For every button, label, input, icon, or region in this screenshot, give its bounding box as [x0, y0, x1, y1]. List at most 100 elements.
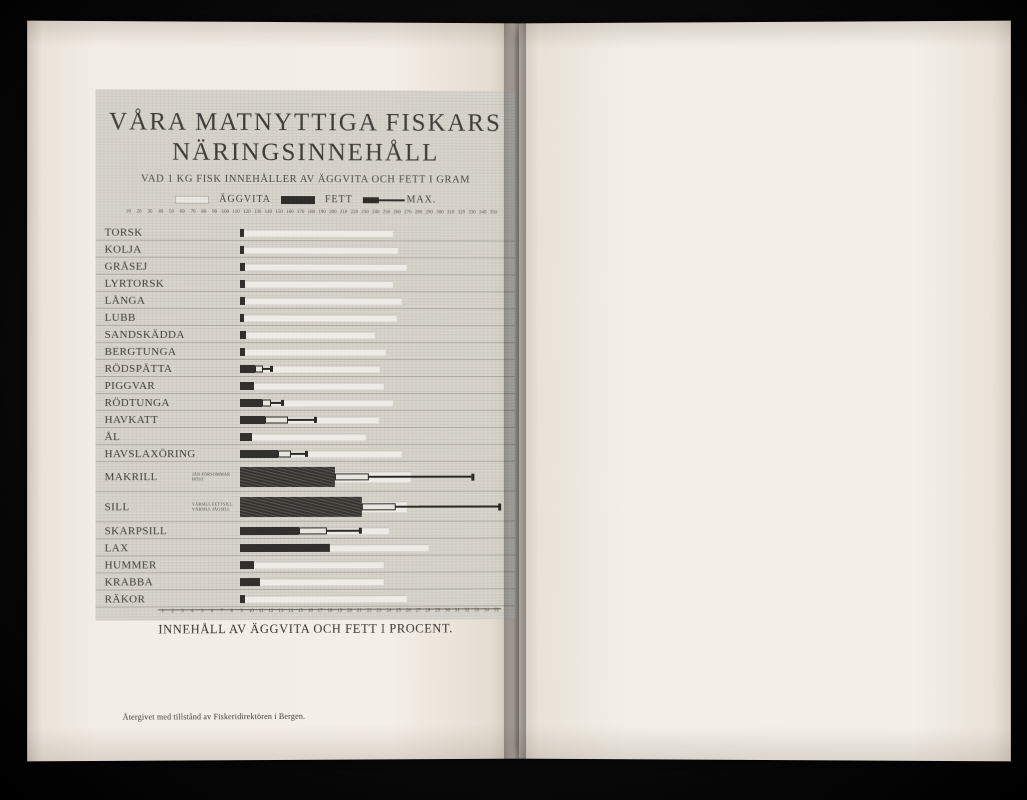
x-axis-tick: 4 [191, 609, 194, 615]
x-axis-tick: 29 [435, 608, 441, 614]
bar-protein [239, 330, 375, 339]
chart-row: ÅL [95, 428, 516, 446]
x-axis-tick: 19 [337, 608, 343, 614]
bar-fat [239, 496, 362, 518]
bar-fat [239, 577, 260, 586]
legend-swatch-max [363, 196, 397, 204]
x-axis-tick: 18 [327, 608, 333, 614]
chart-row: MAKRILL JÄN FÖRSOMMAR HÖST [95, 462, 516, 493]
chart-row: BERGTUNGA [95, 343, 516, 361]
top-scale-tick: 80 [201, 209, 207, 215]
chart-row-track [192, 360, 505, 377]
chart-row-label: RÖDTUNGA [104, 396, 170, 409]
legend-label-max: MAX. [406, 194, 437, 206]
bar-max-whisker [288, 418, 317, 421]
x-axis-tick: 34 [484, 608, 490, 614]
chart-row-label: SILL [104, 501, 130, 514]
bar-max-box [255, 364, 263, 372]
x-axis-tick: 7 [220, 609, 224, 615]
chart-row-track [192, 377, 505, 394]
x-axis-tick: 23 [376, 608, 382, 614]
chart-axis-caption: INNEHÅLL AV ÄGGVITA OCH FETT I PROCENT. [158, 621, 453, 637]
x-axis-tick: 17 [317, 608, 323, 614]
bar-fat [239, 398, 262, 407]
top-scale-tick: 110 [232, 209, 240, 215]
x-axis-tick: 5 [200, 609, 204, 615]
x-axis-tick: 20 [347, 608, 353, 614]
top-scale-tick: 60 [179, 209, 185, 215]
x-axis-tick: 13 [278, 608, 284, 614]
chart-row: TORSK [95, 224, 516, 242]
chart-row: LAX [95, 538, 516, 557]
open-book: VÅRA MATNYTTIGA FISKARS NÄRINGSINNEHÅLL … [18, 20, 1011, 762]
top-scale-tick: 70 [190, 209, 196, 215]
top-scale-tick: 350 [489, 210, 498, 216]
chart-row-label: GRÅSEJ [104, 260, 148, 273]
page-fold-top-left [27, 20, 520, 50]
bar-fat [239, 262, 246, 271]
top-scale-tick: 140 [264, 209, 273, 215]
chart-legend: ÄGGVITA FETT MAX. [96, 193, 516, 205]
chart-row: GRÅSEJ [95, 258, 516, 276]
bar-fat [239, 347, 245, 356]
chart-row-track [192, 275, 505, 292]
bar-fat [239, 228, 244, 237]
x-axis-tick: 16 [307, 608, 313, 614]
chart-row-label: HUMMER [104, 558, 157, 571]
chart-subtitle: VAD 1 KG FISK INNEHÅLLER AV ÄGGVITA OCH … [141, 173, 471, 186]
top-scale-tick: 300 [436, 210, 444, 216]
top-scale-tick: 190 [318, 210, 326, 216]
chart-row: PIGGVAR [95, 377, 516, 395]
bar-fat [239, 594, 246, 603]
chart-row-label: LYRTORSK [104, 277, 165, 290]
chart-row: RÖDSPÄTTA [95, 360, 516, 378]
x-axis-tick: 24 [386, 608, 392, 614]
legend-swatch-protein [175, 195, 210, 204]
bar-protein [239, 594, 407, 603]
chart-row: KRABBA [95, 572, 516, 591]
chart-row-label: HAVSLAXÖRING [104, 447, 196, 460]
bar-protein [239, 560, 384, 569]
page-fold-bottom-left [27, 724, 520, 762]
x-axis-tick: 14 [288, 608, 294, 614]
top-scale-tick: 130 [253, 209, 262, 215]
top-scale-tick: 10 [125, 209, 131, 215]
chart-row-track [192, 428, 505, 445]
chart-row-track [192, 309, 505, 326]
chart-top-scale: 10 20 30 40 50 60 70 80 90 100 110 120 130 140 150 160 1… [110, 210, 502, 222]
chart-row-track [192, 538, 505, 556]
chart-row-label: SANDSKÄDDA [104, 328, 185, 341]
chart-row-track [192, 462, 505, 492]
bar-max-box [261, 399, 272, 407]
chart-row-label: KOLJA [104, 243, 142, 256]
bar-fat [239, 296, 246, 305]
bar-max-whisker [271, 401, 284, 404]
bar-fat [239, 313, 244, 322]
chart-row: LUBB [95, 309, 516, 327]
chart-row-track [192, 292, 505, 309]
legend-label-fat: FETT [324, 194, 353, 206]
x-axis-tick: 27 [415, 608, 421, 614]
bar-protein [239, 245, 398, 254]
chart-row: SKARPSILL [95, 522, 516, 540]
bar-fat [239, 560, 255, 569]
chart-row-label: ÅL [104, 430, 121, 443]
x-axis-tick: 10 [248, 609, 254, 615]
bar-protein [239, 228, 393, 237]
top-scale-tick: 330 [468, 210, 476, 216]
x-axis-tick: 8 [230, 609, 233, 615]
x-axis-tick: 12 [268, 609, 274, 615]
chart-row-track [192, 492, 505, 523]
x-axis-tick: 3 [181, 609, 184, 615]
chart-row-label: PIGGVAR [104, 379, 156, 392]
chart-row-track [192, 326, 505, 343]
top-scale-tick: 40 [158, 209, 164, 215]
x-axis-tick: 11 [258, 609, 264, 615]
bar-fat [239, 245, 244, 254]
bar-chart-plate: VÅRA MATNYTTIGA FISKARS NÄRINGSINNEHÅLL … [95, 89, 516, 636]
bar-fat [239, 415, 266, 424]
x-axis-tick: 22 [366, 608, 372, 614]
x-axis-tick: 30 [444, 608, 450, 614]
legend-swatch-fat [280, 195, 315, 204]
